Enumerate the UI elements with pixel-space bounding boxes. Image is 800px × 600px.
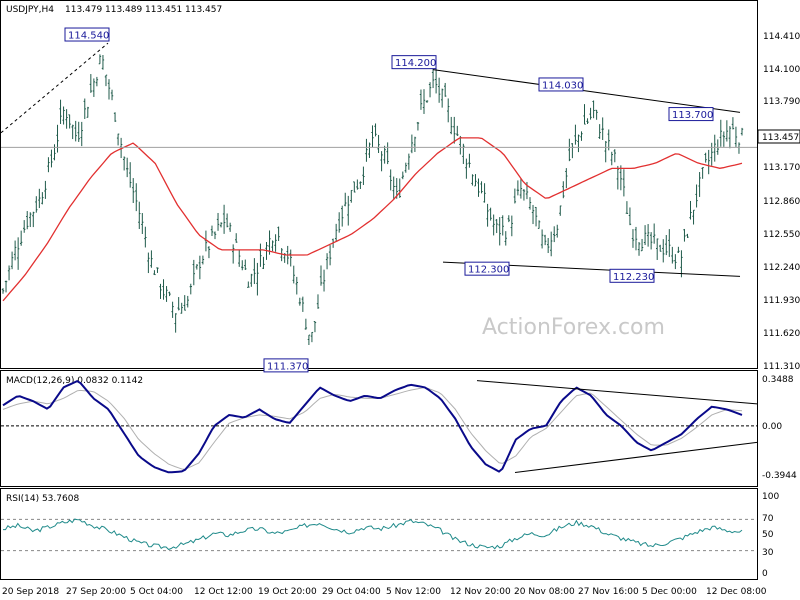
price-annotation-box — [609, 268, 655, 283]
macd-y-tick: 0.00 — [762, 422, 782, 432]
macd-panel — [0, 370, 758, 487]
price-bars — [1, 54, 744, 345]
price-y-tick: 111.620 — [763, 329, 800, 339]
moving-average-line — [2, 137, 743, 302]
rsi-y-tick: 100 — [762, 492, 779, 502]
rsi-y-tick: 70 — [762, 514, 774, 524]
price-annotation-text: 112.230 — [613, 272, 654, 283]
moving-average — [2, 137, 743, 302]
price-annotation-box — [64, 27, 110, 42]
macd-trendline-upper — [476, 380, 758, 405]
x-tick: 5 Oct 04:00 — [130, 587, 183, 597]
rsi-y-tick: 50 — [762, 530, 774, 540]
x-axis: 20 Sep 2018 27 Sep 20:00 5 Oct 04:00 12 … — [2, 587, 767, 597]
price-y-tick: 112.240 — [763, 263, 800, 273]
price-annotations: 114.540 114.200 114.030 113.700 112.300 112.2… — [64, 27, 714, 373]
rsi-y-tick: 0 — [762, 569, 768, 579]
price-y-tick: 114.410 — [763, 32, 800, 42]
price-header-open: 113.479 — [65, 5, 102, 15]
macd-main-line — [2, 379, 743, 474]
price-annotation-text: 114.200 — [395, 58, 436, 69]
price-annotation-box — [538, 77, 584, 92]
x-tick: 12 Dec 08:00 — [706, 587, 767, 597]
price-annotation-text: 111.370 — [267, 361, 308, 372]
price-y-tick: 112.550 — [763, 230, 800, 240]
price-header-close: 113.457 — [185, 5, 222, 15]
macd-lines — [1, 379, 758, 474]
price-header-low: 113.451 — [145, 5, 182, 15]
macd-signal-line — [2, 386, 743, 470]
price-y-axis: 114.410 114.100 113.790 113.457 113.170 … — [757, 32, 800, 372]
price-annotation-text: 112.300 — [468, 265, 509, 276]
price-y-tick: 113.790 — [763, 97, 800, 107]
price-annotation-text: 114.030 — [542, 80, 583, 91]
x-tick: 27 Sep 20:00 — [66, 587, 126, 597]
price-trendlines — [0, 42, 757, 277]
price-annotation-label: 111.370 — [263, 358, 309, 373]
price-y-tick: 114.100 — [763, 65, 800, 75]
price-panel — [0, 0, 758, 369]
price-annotation-box — [464, 261, 510, 276]
price-annotation-label: 113.700 — [668, 107, 714, 122]
price-annotation-label: 112.230 — [609, 268, 655, 283]
dashed-trendline — [0, 42, 109, 134]
macd-header: MACD(12,26,9) 0.0832 0.1142 — [6, 376, 143, 386]
rsi-header: RSI(14) 53.7608 — [6, 494, 79, 504]
watermark: ActionForex.com — [482, 315, 665, 340]
rsi-panel — [0, 488, 758, 580]
x-tick: 20 Sep 2018 — [2, 587, 59, 597]
price-header-symbol: USDJPY,H4 — [6, 5, 54, 15]
x-tick: 29 Oct 04:00 — [322, 587, 381, 597]
x-tick: 12 Nov 20:00 — [450, 587, 511, 597]
macd-y-tick: -0.3944 — [762, 471, 797, 481]
price-y-tick: 111.310 — [763, 362, 800, 372]
price-annotation-box — [263, 358, 309, 373]
current-price-label: 113.457 — [762, 133, 799, 143]
rsi-y-axis: 100 70 50 30 0 — [762, 492, 779, 579]
price-annotation-text: 114.540 — [68, 31, 109, 42]
price-annotation-box — [668, 107, 714, 122]
price-annotation-label: 114.030 — [538, 77, 584, 92]
price-annotation-label: 112.300 — [464, 261, 510, 276]
x-tick: 27 Nov 16:00 — [578, 587, 639, 597]
upper-trendline — [432, 69, 741, 113]
x-tick: 20 Nov 08:00 — [514, 587, 575, 597]
current-price-box — [757, 129, 800, 144]
price-annotation-label: 114.540 — [64, 27, 110, 42]
rsi-y-tick: 30 — [762, 548, 774, 558]
price-y-tick: 112.860 — [763, 197, 800, 207]
price-annotation-label: 114.200 — [391, 55, 437, 70]
x-tick: 19 Oct 20:00 — [258, 587, 317, 597]
x-tick: 12 Oct 12:00 — [194, 587, 253, 597]
price-y-tick: 113.170 — [763, 163, 800, 173]
macd-y-tick: 0.3488 — [762, 375, 794, 385]
rsi-lines — [1, 518, 757, 552]
price-header-high: 113.489 — [105, 5, 142, 15]
price-annotation-text: 113.700 — [672, 110, 713, 121]
macd-trendline-lower — [514, 441, 758, 474]
price-y-tick: 111.930 — [763, 296, 800, 306]
price-annotation-box — [391, 55, 437, 70]
x-tick: 5 Dec 00:00 — [642, 587, 697, 597]
rsi-line — [3, 518, 743, 551]
macd-y-axis: 0.3488 0.00 -0.3944 — [762, 375, 797, 481]
x-tick: 5 Nov 12:00 — [386, 587, 441, 597]
